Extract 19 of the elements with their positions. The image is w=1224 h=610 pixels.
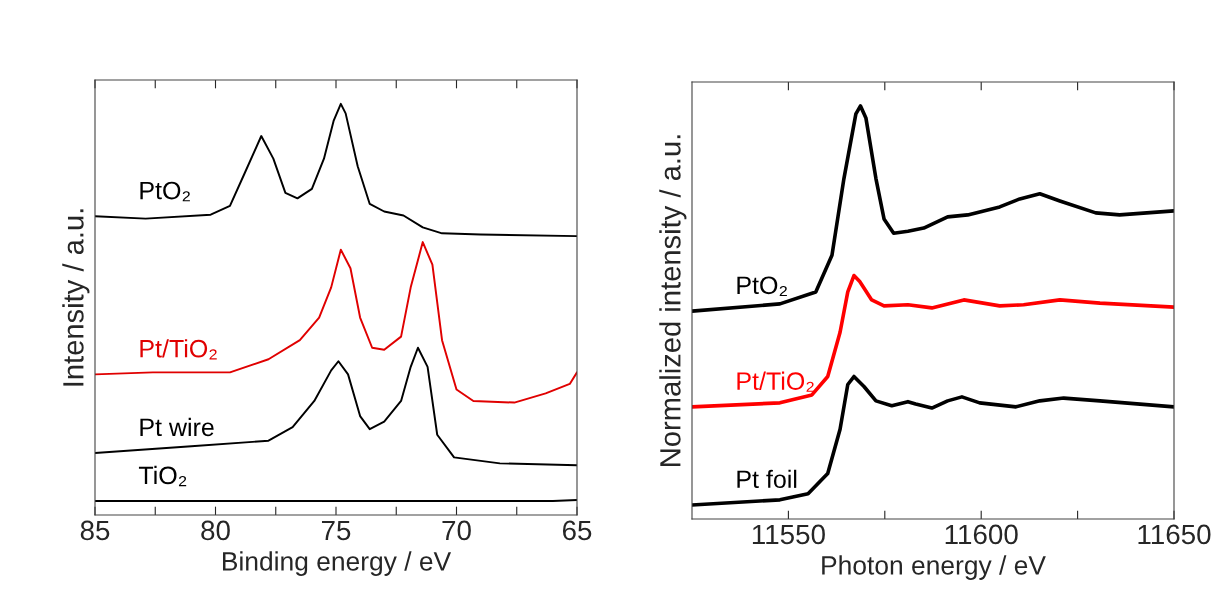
x-tick-label: 85 xyxy=(80,520,110,541)
x-tick-label: 11600 xyxy=(945,524,1018,545)
series-label: Pt/TiO₂ xyxy=(737,371,814,392)
x-tick-label: 75 xyxy=(321,520,351,541)
x-tick-label: 65 xyxy=(562,520,592,541)
x-axis-title: Photon energy / eV xyxy=(822,555,1046,580)
x-tick-label: 11550 xyxy=(752,524,825,545)
series-label: TiO₂ xyxy=(138,465,187,487)
series-label: PtO₂ xyxy=(140,181,190,202)
series-label: Pt foil xyxy=(737,469,797,489)
y-axis-title: Normalized intensity / a.u. xyxy=(659,135,687,466)
y-axis-title: Intensity / a.u. xyxy=(62,209,90,386)
x-tick-label: 70 xyxy=(442,520,471,541)
x-axis-title: Binding energy / eV xyxy=(223,551,452,576)
series-label: PtO₂ xyxy=(737,276,787,297)
series-label: Pt wire xyxy=(140,417,214,437)
series-label: Pt/TiO₂ xyxy=(140,339,217,360)
x-tick-label: 11650 xyxy=(1138,524,1211,545)
x-tick-label: 80 xyxy=(201,520,230,541)
